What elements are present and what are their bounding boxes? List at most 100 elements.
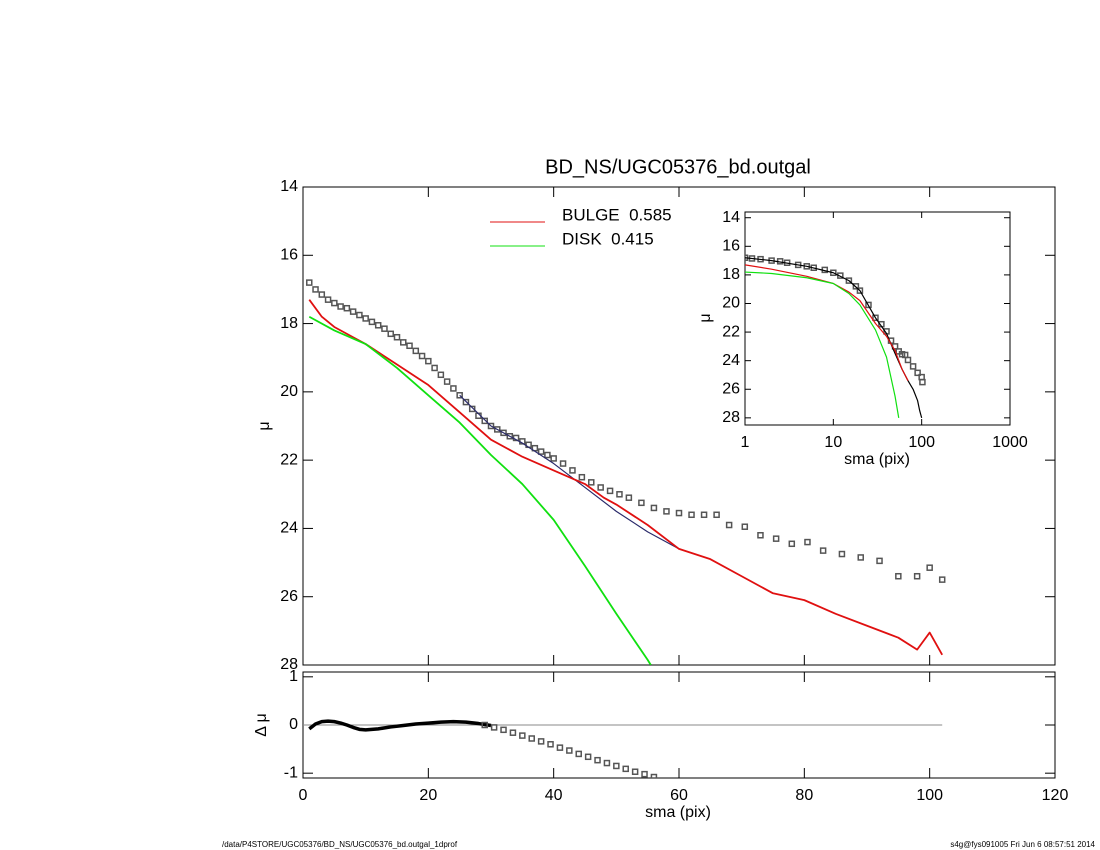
data-point	[550, 455, 557, 462]
data-point	[725, 521, 733, 529]
plot-area	[303, 719, 943, 778]
data-point	[757, 532, 764, 539]
x-tick-label: 60	[670, 787, 688, 804]
y-tick-label: 1	[289, 668, 298, 685]
x-axis-label: sma (pix)	[645, 804, 711, 821]
data-point	[569, 467, 576, 474]
data-point	[926, 564, 933, 571]
data-point	[374, 322, 382, 329]
data-point	[544, 451, 551, 459]
data-point	[431, 364, 438, 372]
data-point	[663, 508, 670, 515]
data-point	[443, 378, 451, 385]
data-point	[938, 576, 946, 583]
data-point	[425, 357, 432, 365]
data-point	[547, 741, 554, 748]
y-axis-label: Δ μ	[253, 713, 270, 736]
y-tick-label: 16	[722, 238, 740, 255]
data-point	[865, 301, 872, 309]
data-point	[462, 398, 470, 406]
data-point	[481, 721, 488, 729]
panel: 1 10 100 1000 14 16 18 20 22 24 26 28 sma (pix) μ	[697, 209, 1028, 468]
y-tick-label: 20	[280, 383, 298, 400]
data-point	[537, 738, 545, 745]
series-line	[745, 264, 909, 381]
data-point	[914, 369, 921, 377]
y-tick-label: 0	[289, 716, 298, 733]
y-tick-label: 26	[280, 588, 298, 605]
series-line	[459, 394, 680, 550]
data-point	[804, 538, 811, 546]
data-point	[650, 504, 658, 512]
data-point	[638, 499, 645, 507]
data-point	[450, 385, 457, 392]
data-point	[688, 511, 695, 519]
data-point	[337, 303, 344, 310]
data-point	[772, 535, 780, 542]
data-point	[857, 554, 864, 561]
y-axis-label: μ	[697, 313, 714, 322]
data-point	[356, 311, 363, 319]
data-point	[650, 773, 658, 778]
y-tick-label: 14	[280, 178, 298, 195]
data-point	[616, 491, 623, 498]
data-point	[468, 405, 476, 413]
y-tick-label: 26	[722, 380, 740, 397]
y-tick-label: 18	[722, 266, 740, 283]
data-point	[528, 735, 535, 742]
data-point	[819, 547, 827, 554]
plot-area	[306, 279, 946, 665]
data-point	[904, 356, 912, 364]
data-point	[331, 299, 338, 307]
y-tick-label: 28	[280, 656, 298, 673]
data-point	[584, 753, 592, 761]
data-point	[487, 422, 495, 430]
series-line	[745, 257, 923, 419]
data-point	[387, 330, 394, 338]
data-point	[606, 487, 614, 495]
y-tick-label: 22	[722, 323, 740, 340]
data-point	[306, 279, 313, 286]
y-tick-label: 22	[280, 451, 298, 468]
data-point	[700, 511, 708, 519]
x-tick-label: 1000	[992, 434, 1028, 451]
data-point	[856, 287, 864, 294]
y-tick-label: 24	[722, 352, 740, 369]
data-point	[437, 371, 445, 379]
data-point	[494, 426, 501, 433]
data-point	[349, 308, 357, 315]
footer-left: /data/P4STORE/UGC05376/BD_NS/UGC05376_bd…	[222, 840, 458, 849]
x-tick-label: 100	[916, 787, 943, 804]
y-tick-label: 14	[722, 209, 740, 226]
data-point	[312, 286, 319, 293]
data-point	[622, 765, 629, 773]
data-point	[506, 432, 514, 440]
data-point	[625, 494, 633, 501]
x-tick-label: 120	[1042, 787, 1069, 804]
data-point	[400, 339, 407, 346]
plot-area	[745, 254, 926, 419]
data-point	[852, 283, 860, 290]
data-point	[343, 304, 351, 312]
data-point	[578, 473, 586, 481]
data-point	[913, 572, 921, 580]
x-axis-label: sma (pix)	[844, 451, 910, 468]
x-tick-label: 100	[908, 434, 935, 451]
data-point	[838, 550, 846, 558]
data-point	[559, 460, 567, 467]
series-line	[745, 271, 900, 418]
axes-frame	[744, 211, 1011, 426]
x-tick-label: 20	[419, 787, 437, 804]
data-point	[418, 352, 426, 360]
data-point	[406, 342, 413, 350]
data-point	[597, 484, 604, 491]
data-point	[490, 724, 498, 731]
x-tick-label: 1	[741, 434, 750, 451]
y-tick-label: -1	[284, 764, 298, 781]
data-point	[381, 325, 388, 332]
data-point	[500, 429, 507, 437]
y-tick-label: 18	[280, 315, 298, 332]
footer-right: s4g@fys091005 Fri Jun 6 08:57:51 2014	[950, 840, 1095, 849]
